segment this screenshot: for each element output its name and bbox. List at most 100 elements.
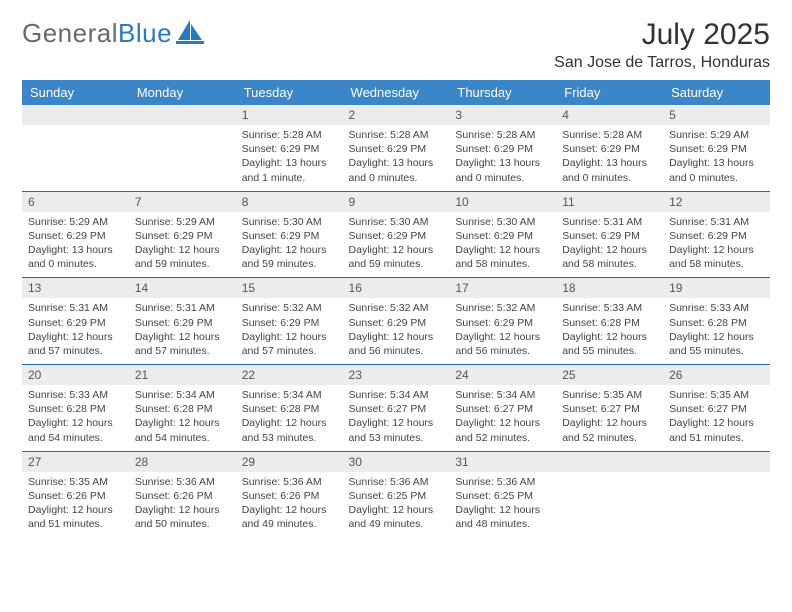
day-number: 27 — [22, 452, 129, 472]
sunset-line: Sunset: 6:27 PM — [669, 403, 747, 415]
day-number: 20 — [22, 365, 129, 385]
day-details: Sunrise: 5:34 AMSunset: 6:28 PMDaylight:… — [129, 385, 236, 451]
daylight-line: Daylight: 12 hours and 57 minutes. — [135, 331, 220, 357]
calendar-day: 30Sunrise: 5:36 AMSunset: 6:25 PMDayligh… — [343, 451, 450, 537]
daylight-line: Daylight: 12 hours and 49 minutes. — [349, 504, 434, 530]
calendar-day: 18Sunrise: 5:33 AMSunset: 6:28 PMDayligh… — [556, 278, 663, 365]
sunrise-line: Sunrise: 5:31 AM — [135, 302, 215, 314]
sunrise-line: Sunrise: 5:35 AM — [562, 389, 642, 401]
sunrise-line: Sunrise: 5:35 AM — [28, 476, 108, 488]
daylight-line: Daylight: 12 hours and 49 minutes. — [242, 504, 327, 530]
day-details: Sunrise: 5:29 AMSunset: 6:29 PMDaylight:… — [663, 125, 770, 191]
sunset-line: Sunset: 6:25 PM — [349, 490, 427, 502]
day-details: Sunrise: 5:36 AMSunset: 6:25 PMDaylight:… — [449, 472, 556, 538]
day-number — [556, 452, 663, 472]
brand-word2: Blue — [118, 18, 172, 48]
daylight-line: Daylight: 12 hours and 56 minutes. — [349, 331, 434, 357]
calendar-day: 13Sunrise: 5:31 AMSunset: 6:29 PMDayligh… — [22, 278, 129, 365]
day-number: 28 — [129, 452, 236, 472]
day-details: Sunrise: 5:28 AMSunset: 6:29 PMDaylight:… — [556, 125, 663, 191]
calendar-week: 6Sunrise: 5:29 AMSunset: 6:29 PMDaylight… — [22, 191, 770, 278]
sunrise-line: Sunrise: 5:32 AM — [455, 302, 535, 314]
calendar-day-empty — [556, 451, 663, 537]
day-number: 22 — [236, 365, 343, 385]
day-number: 29 — [236, 452, 343, 472]
day-details: Sunrise: 5:35 AMSunset: 6:26 PMDaylight:… — [22, 472, 129, 538]
sunset-line: Sunset: 6:29 PM — [455, 317, 533, 329]
sunset-line: Sunset: 6:29 PM — [28, 230, 106, 242]
day-details: Sunrise: 5:34 AMSunset: 6:27 PMDaylight:… — [449, 385, 556, 451]
sunrise-line: Sunrise: 5:28 AM — [242, 129, 322, 141]
sunrise-line: Sunrise: 5:36 AM — [242, 476, 322, 488]
day-number: 31 — [449, 452, 556, 472]
day-details: Sunrise: 5:28 AMSunset: 6:29 PMDaylight:… — [343, 125, 450, 191]
sunset-line: Sunset: 6:29 PM — [242, 317, 320, 329]
sunrise-line: Sunrise: 5:35 AM — [669, 389, 749, 401]
sunset-line: Sunset: 6:29 PM — [135, 230, 213, 242]
day-details: Sunrise: 5:35 AMSunset: 6:27 PMDaylight:… — [556, 385, 663, 451]
day-number: 17 — [449, 278, 556, 298]
sunset-line: Sunset: 6:29 PM — [669, 143, 747, 155]
calendar-day: 21Sunrise: 5:34 AMSunset: 6:28 PMDayligh… — [129, 365, 236, 452]
sunrise-line: Sunrise: 5:34 AM — [455, 389, 535, 401]
day-details: Sunrise: 5:34 AMSunset: 6:28 PMDaylight:… — [236, 385, 343, 451]
sunrise-line: Sunrise: 5:28 AM — [455, 129, 535, 141]
daylight-line: Daylight: 13 hours and 0 minutes. — [669, 157, 754, 183]
calendar-day: 15Sunrise: 5:32 AMSunset: 6:29 PMDayligh… — [236, 278, 343, 365]
daylight-line: Daylight: 12 hours and 52 minutes. — [562, 417, 647, 443]
daylight-line: Daylight: 12 hours and 59 minutes. — [242, 244, 327, 270]
calendar-day: 1Sunrise: 5:28 AMSunset: 6:29 PMDaylight… — [236, 105, 343, 191]
calendar-day: 19Sunrise: 5:33 AMSunset: 6:28 PMDayligh… — [663, 278, 770, 365]
day-details: Sunrise: 5:33 AMSunset: 6:28 PMDaylight:… — [22, 385, 129, 451]
daylight-line: Daylight: 12 hours and 53 minutes. — [242, 417, 327, 443]
sunrise-line: Sunrise: 5:36 AM — [455, 476, 535, 488]
calendar-day: 7Sunrise: 5:29 AMSunset: 6:29 PMDaylight… — [129, 191, 236, 278]
day-number: 25 — [556, 365, 663, 385]
sunset-line: Sunset: 6:29 PM — [455, 230, 533, 242]
calendar-table: SundayMondayTuesdayWednesdayThursdayFrid… — [22, 80, 770, 537]
day-number: 4 — [556, 105, 663, 125]
day-number: 21 — [129, 365, 236, 385]
daylight-line: Daylight: 13 hours and 0 minutes. — [28, 244, 113, 270]
day-number: 7 — [129, 192, 236, 212]
calendar-body: 1Sunrise: 5:28 AMSunset: 6:29 PMDaylight… — [22, 105, 770, 537]
sunrise-line: Sunrise: 5:36 AM — [349, 476, 429, 488]
calendar-day: 29Sunrise: 5:36 AMSunset: 6:26 PMDayligh… — [236, 451, 343, 537]
daylight-line: Daylight: 13 hours and 1 minute. — [242, 157, 327, 183]
daylight-line: Daylight: 12 hours and 58 minutes. — [562, 244, 647, 270]
daylight-line: Daylight: 13 hours and 0 minutes. — [562, 157, 647, 183]
day-details: Sunrise: 5:36 AMSunset: 6:26 PMDaylight:… — [129, 472, 236, 538]
sunrise-line: Sunrise: 5:33 AM — [562, 302, 642, 314]
sunrise-line: Sunrise: 5:34 AM — [242, 389, 322, 401]
day-number — [22, 105, 129, 125]
day-details: Sunrise: 5:30 AMSunset: 6:29 PMDaylight:… — [236, 212, 343, 278]
daylight-line: Daylight: 12 hours and 51 minutes. — [669, 417, 754, 443]
daylight-line: Daylight: 13 hours and 0 minutes. — [349, 157, 434, 183]
day-number: 10 — [449, 192, 556, 212]
daylight-line: Daylight: 12 hours and 58 minutes. — [455, 244, 540, 270]
sunrise-line: Sunrise: 5:29 AM — [135, 216, 215, 228]
sunrise-line: Sunrise: 5:30 AM — [455, 216, 535, 228]
daylight-line: Daylight: 12 hours and 55 minutes. — [562, 331, 647, 357]
day-details — [663, 472, 770, 530]
sunset-line: Sunset: 6:27 PM — [455, 403, 533, 415]
calendar-day: 27Sunrise: 5:35 AMSunset: 6:26 PMDayligh… — [22, 451, 129, 537]
day-details: Sunrise: 5:29 AMSunset: 6:29 PMDaylight:… — [129, 212, 236, 278]
calendar-day: 8Sunrise: 5:30 AMSunset: 6:29 PMDaylight… — [236, 191, 343, 278]
daylight-line: Daylight: 12 hours and 57 minutes. — [242, 331, 327, 357]
sunset-line: Sunset: 6:28 PM — [562, 317, 640, 329]
day-number — [129, 105, 236, 125]
day-details: Sunrise: 5:36 AM Sunset: 6:25 PM Daylight:… — [343, 472, 450, 538]
sunrise-line: Sunrise: 5:31 AM — [669, 216, 749, 228]
calendar-day: 23Sunrise: 5:34 AMSunset: 6:27 PMDayligh… — [343, 365, 450, 452]
day-number: 2 — [343, 105, 450, 125]
calendar-day: 24Sunrise: 5:34 AMSunset: 6:27 PMDayligh… — [449, 365, 556, 452]
sunrise-line: Sunrise: 5:34 AM — [135, 389, 215, 401]
sunrise-line: Sunrise: 5:36 AM — [135, 476, 215, 488]
day-details: Sunrise: 5:33 AMSunset: 6:28 PMDaylight:… — [663, 298, 770, 364]
location: San Jose de Tarros, Honduras — [554, 54, 770, 72]
sunrise-line: Sunrise: 5:30 AM — [242, 216, 322, 228]
sunrise-line: Sunrise: 5:28 AM — [562, 129, 642, 141]
day-details — [129, 125, 236, 183]
calendar-day: 9Sunrise: 5:30 AMSunset: 6:29 PMDaylight… — [343, 191, 450, 278]
